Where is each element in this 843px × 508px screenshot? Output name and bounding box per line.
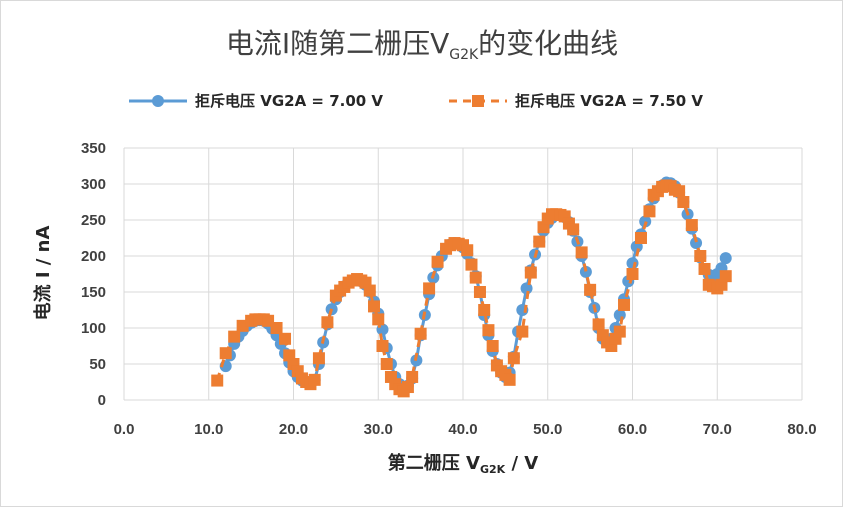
- series-2-point: [503, 373, 516, 386]
- series-2-point: [376, 340, 389, 352]
- series-2-point: [211, 374, 224, 387]
- legend-marker-series-1: [152, 95, 164, 107]
- series-1-point: [690, 237, 703, 250]
- series-2-point: [368, 300, 381, 313]
- series-2-point: [406, 370, 419, 383]
- x-tick-label: 50.0: [533, 421, 562, 438]
- series-2-point: [473, 286, 486, 298]
- series-2-point: [431, 255, 444, 268]
- x-axis-ticks: 0.0 10.0 20.0 30.0 40.0 50.0 60.0 70.0 80.0: [114, 421, 817, 438]
- series-2-point: [533, 235, 546, 248]
- chart-title: 电流I随第二栅压VG2K的变化曲线: [226, 27, 618, 63]
- series-2: [211, 179, 732, 398]
- y-axis-ticks: 0 50 100 150 200 250 300 350: [81, 140, 106, 409]
- y-tick-label: 0: [98, 392, 106, 409]
- legend-label-series-2: 拒斥电压 VG2A = 7.50 V: [515, 92, 703, 110]
- series-2-point: [567, 223, 580, 236]
- series-2-point: [228, 330, 241, 343]
- legend-entry-series-2: 拒斥电压 VG2A = 7.50 V: [449, 92, 703, 110]
- series-2-point: [613, 325, 626, 338]
- legend-entry-series-1: 拒斥电压 VG2A = 7.00 V: [129, 92, 383, 110]
- series-2-point: [685, 219, 698, 232]
- series-2-point: [486, 340, 499, 352]
- y-tick-label: 150: [81, 284, 106, 301]
- series-2-point: [575, 246, 588, 259]
- series-2-point: [308, 373, 321, 386]
- legend-label-series-1: 拒斥电压 VG2A = 7.00 V: [195, 92, 383, 110]
- series-2-point: [465, 258, 478, 271]
- series-2-point: [461, 244, 474, 257]
- x-tick-label: 10.0: [194, 421, 223, 438]
- legend-marker-series-2: [472, 95, 484, 107]
- series-2-point: [698, 262, 711, 275]
- series-2-point: [626, 268, 639, 280]
- legend: 拒斥电压 VG2A = 7.00 V 拒斥电压 VG2A = 7.50 V: [129, 92, 703, 110]
- series-layer: [211, 176, 732, 398]
- series-2-point: [380, 358, 393, 370]
- x-tick-label: 0.0: [114, 421, 135, 438]
- series-2-point: [321, 316, 334, 329]
- x-tick-label: 60.0: [618, 421, 647, 438]
- series-2-point: [312, 352, 325, 365]
- series-2-point: [694, 250, 707, 262]
- series-2-point: [592, 318, 605, 331]
- series-1-point: [579, 265, 592, 278]
- x-tick-label: 40.0: [448, 421, 477, 438]
- y-axis-title: 电流 I / nA: [32, 226, 54, 321]
- series-2-point: [516, 325, 529, 338]
- series-2-point: [372, 313, 385, 326]
- series-2-point: [507, 352, 520, 365]
- x-tick-label: 20.0: [279, 421, 308, 438]
- series-2-point: [414, 327, 427, 340]
- series-2-point: [677, 196, 690, 208]
- series-2-point: [270, 322, 283, 334]
- series-2-point: [482, 324, 495, 337]
- x-tick-label: 30.0: [364, 421, 393, 438]
- y-tick-label: 200: [81, 248, 106, 265]
- series-2-point: [469, 271, 482, 284]
- series-1-point: [719, 252, 732, 265]
- y-tick-label: 250: [81, 212, 106, 229]
- x-tick-label: 70.0: [703, 421, 732, 438]
- series-2-point: [363, 284, 376, 297]
- y-tick-label: 50: [89, 356, 106, 373]
- series-2-point: [643, 205, 656, 218]
- y-tick-label: 100: [81, 320, 106, 337]
- x-axis-title: 第二栅压 VG2K / V: [388, 452, 539, 476]
- series-2-point: [423, 282, 436, 295]
- series-2-point: [584, 283, 597, 296]
- series-2-point: [478, 304, 491, 316]
- series-2-point: [618, 298, 631, 311]
- y-tick-label: 300: [81, 176, 106, 193]
- series-2-point: [401, 381, 414, 394]
- series-2-point: [219, 347, 232, 360]
- series-1-point: [626, 257, 639, 270]
- y-tick-label: 350: [81, 140, 106, 157]
- series-2-point: [279, 332, 292, 345]
- series-2-point: [673, 185, 686, 198]
- x-tick-label: 80.0: [787, 421, 816, 438]
- series-2-point: [719, 270, 732, 283]
- series-2-point: [634, 232, 647, 244]
- series-2-point: [524, 266, 537, 279]
